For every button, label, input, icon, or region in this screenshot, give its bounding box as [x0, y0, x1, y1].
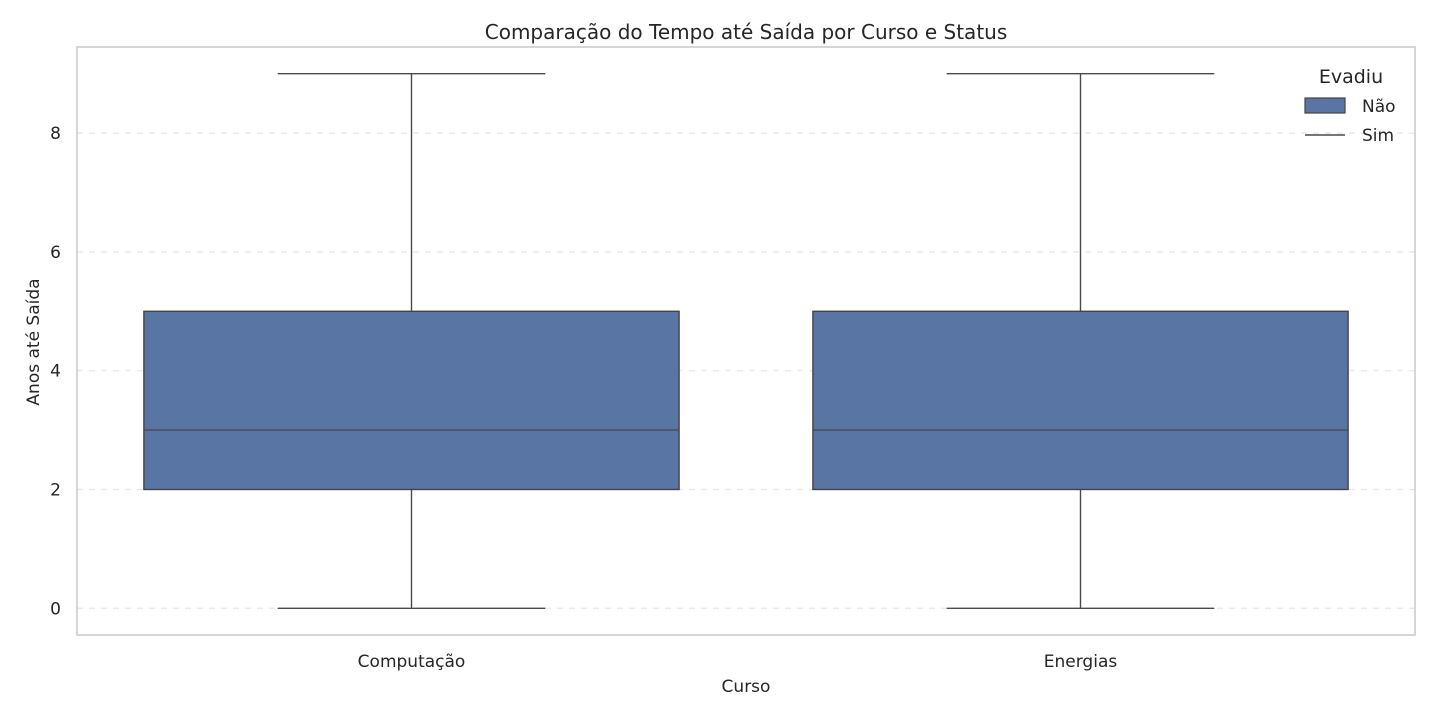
x-tick-label: Energias	[1044, 652, 1118, 672]
x-axis-label: Curso	[722, 677, 771, 697]
legend-label-sim: Sim	[1362, 126, 1394, 146]
y-tick-label: 0	[50, 599, 61, 619]
y-tick-label: 4	[50, 362, 61, 382]
box-layer	[143, 73, 1349, 609]
x-tick-labels: Computação Energias	[358, 652, 1118, 672]
chart-title: Comparação do Tempo até Saída por Curso …	[485, 20, 1008, 44]
x-tick-label: Computação	[358, 652, 466, 672]
iqr-box	[143, 310, 680, 491]
legend-label-nao: Não	[1362, 97, 1396, 117]
y-axis-label: Anos até Saída	[24, 278, 44, 405]
legend-title: Evadiu	[1319, 66, 1383, 88]
iqr-box	[812, 310, 1349, 491]
y-tick-labels: 0 2 4 6 8	[50, 124, 61, 619]
box-group	[143, 73, 680, 609]
plot-frame	[76, 46, 1416, 636]
legend: Evadiu Não Sim	[1304, 66, 1396, 146]
y-tick-label: 8	[50, 124, 61, 144]
y-tick-label: 2	[50, 480, 61, 500]
legend-patch-nao	[1304, 97, 1346, 114]
box-group	[812, 73, 1349, 609]
y-tick-label: 6	[50, 243, 61, 263]
